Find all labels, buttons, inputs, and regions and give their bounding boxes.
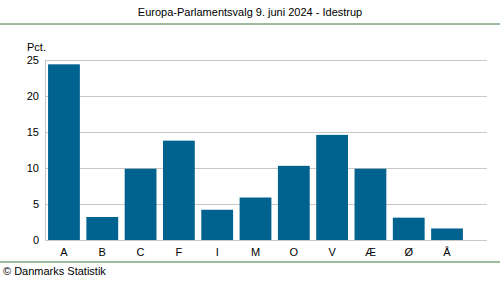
y-tick: 20	[27, 90, 45, 102]
bar	[278, 166, 310, 240]
y-tick-label: 0	[33, 234, 39, 246]
y-tick-label: 5	[33, 198, 39, 210]
x-tick-label: V	[328, 246, 336, 258]
background	[0, 0, 500, 282]
x-tick-label: I	[216, 246, 219, 258]
bar	[393, 218, 425, 240]
grid-line	[45, 60, 487, 61]
bar	[431, 228, 463, 240]
bars	[48, 64, 463, 240]
x-tick-label: A	[60, 246, 68, 258]
bar	[86, 217, 118, 240]
grid	[45, 60, 487, 240]
y-tick: 5	[33, 198, 45, 210]
x-tick: Ø	[404, 240, 413, 258]
y-tick: 10	[27, 162, 45, 174]
x-tick: M	[251, 240, 260, 258]
chart: Europa-Parlamentsvalg 9. juni 2024 - Ide…	[0, 0, 500, 282]
y-axis-line	[45, 61, 46, 241]
x-tick-label: F	[176, 246, 183, 258]
bar	[48, 64, 80, 240]
grid-line	[45, 96, 487, 97]
x-tick: I	[216, 240, 219, 258]
grid-line	[45, 132, 487, 133]
x-tick: F	[176, 240, 183, 258]
x-tick: A	[60, 240, 68, 258]
x-tick-label: M	[251, 246, 260, 258]
y-tick-label: 25	[27, 54, 39, 66]
y-tick: 15	[27, 126, 45, 138]
header-rule	[0, 24, 500, 25]
x-tick: V	[328, 240, 336, 258]
bar	[201, 210, 233, 240]
x-tick-label: C	[137, 246, 145, 258]
bar	[240, 198, 272, 240]
x-tick-label: Å	[443, 246, 451, 258]
x-tick: B	[99, 240, 106, 258]
footer-rule	[0, 262, 500, 263]
source: © Danmarks Statistik	[3, 265, 106, 277]
y-axis-label: Pct.	[27, 41, 46, 53]
y-tick: 25	[27, 54, 45, 66]
bar	[163, 141, 195, 240]
x-tick: Å	[443, 240, 451, 258]
bar	[316, 135, 348, 240]
y-tick-label: 15	[27, 126, 39, 138]
y-tick: 0	[33, 234, 45, 246]
x-tick-label: Æ	[365, 246, 376, 258]
x-tick: Æ	[365, 240, 376, 258]
y-axis: 0 5 10 15 20 25	[27, 54, 46, 246]
y-tick-label: 20	[27, 90, 39, 102]
grid-line	[45, 168, 487, 169]
x-axis: ABCFIMOVÆØÅ	[46, 240, 467, 258]
x-tick: C	[137, 240, 145, 258]
bar	[355, 169, 387, 240]
x-tick-label: Ø	[404, 246, 413, 258]
x-tick: O	[290, 240, 299, 258]
x-axis-line	[46, 240, 467, 241]
x-tick-label: B	[99, 246, 106, 258]
bar	[125, 169, 157, 240]
x-tick-label: O	[290, 246, 299, 258]
title: Europa-Parlamentsvalg 9. juni 2024 - Ide…	[138, 6, 362, 18]
y-tick-label: 10	[27, 162, 39, 174]
